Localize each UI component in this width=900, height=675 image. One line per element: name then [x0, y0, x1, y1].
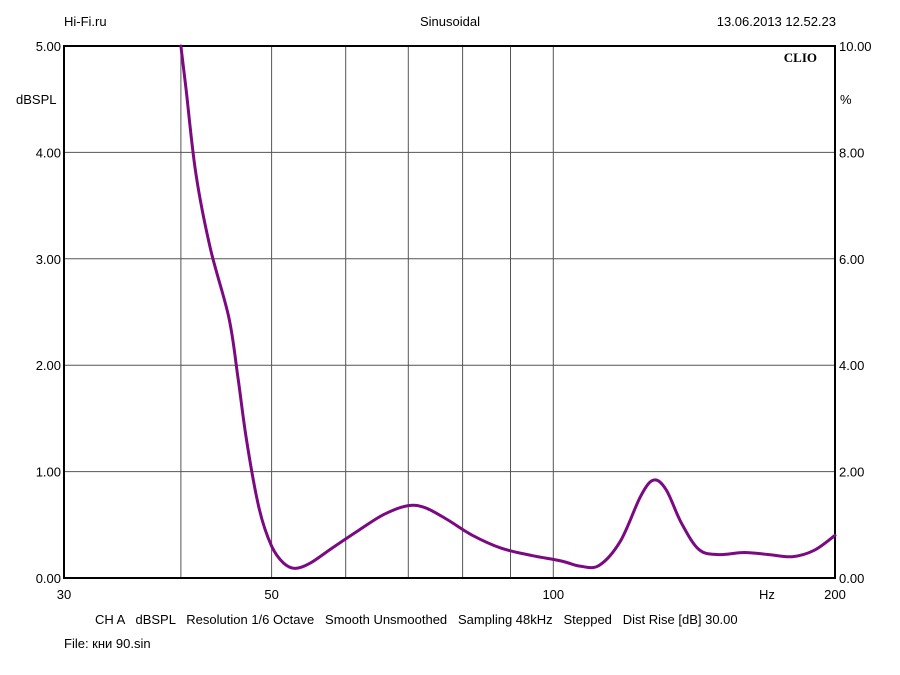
y-left-tick-label: 1.00 — [36, 465, 61, 480]
x-ticks: 30 50 100 200 — [57, 587, 846, 602]
plot-frame — [63, 45, 836, 579]
x-tick-label: 30 — [57, 587, 71, 602]
x-tick-label: 200 — [824, 587, 846, 602]
y-right-tick-label: 2.00 — [839, 465, 864, 480]
y-right-tick-label: 8.00 — [839, 145, 864, 160]
y-left-tick-label: 0.00 — [36, 571, 61, 586]
header-datetime: 13.06.2013 12.52.23 — [717, 14, 836, 29]
y-left-tick-label: 2.00 — [36, 358, 61, 373]
y-left-tick-label: 3.00 — [36, 252, 61, 267]
y-right-tick-label: 0.00 — [839, 571, 864, 586]
y-left-label: dBSPL — [16, 92, 56, 107]
y-left-ticks: 0.00 1.00 2.00 3.00 4.00 5.00 — [36, 39, 61, 586]
header-site: Hi-Fi.ru — [64, 14, 107, 29]
series-line — [179, 44, 837, 570]
y-right-tick-label: 4.00 — [839, 358, 864, 373]
y-left-tick-label: 5.00 — [36, 39, 61, 54]
x-tick-label: 50 — [264, 587, 278, 602]
y-right-label: % — [840, 92, 852, 107]
grid-lines — [64, 46, 835, 578]
y-right-ticks: 0.00 2.00 4.00 6.00 8.00 10.00 — [839, 39, 872, 586]
footer-info: CH A dBSPL Resolution 1/6 Octave Smooth … — [95, 612, 738, 627]
clio-brand: CLIO — [784, 50, 817, 65]
x-axis-label: Hz — [759, 587, 775, 602]
footer-file: File: кни 90.sin — [64, 636, 151, 651]
y-left-tick-label: 4.00 — [36, 145, 61, 160]
y-right-tick-label: 10.00 — [839, 39, 872, 54]
x-tick-label: 100 — [542, 587, 564, 602]
y-right-tick-label: 6.00 — [839, 252, 864, 267]
header-mode: Sinusoidal — [420, 14, 480, 29]
